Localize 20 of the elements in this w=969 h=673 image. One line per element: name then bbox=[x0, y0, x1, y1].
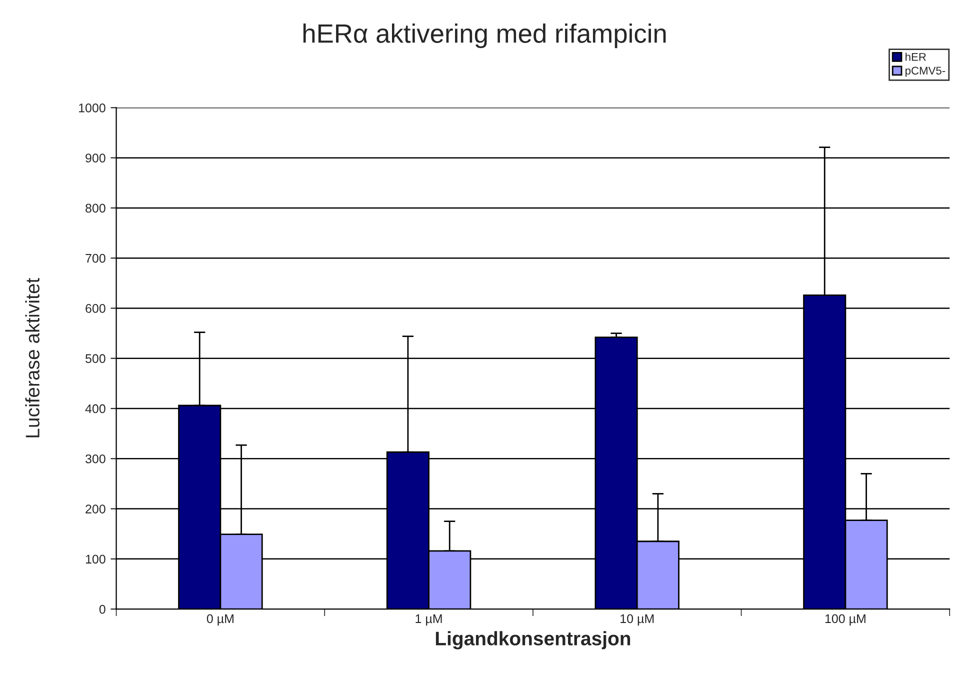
x-tick-label: 0 µM bbox=[206, 614, 234, 626]
y-tick-label: 200 bbox=[86, 504, 106, 514]
x-tick-label: 100 µM bbox=[825, 614, 866, 626]
y-axis-title: Luciferase aktivitet bbox=[25, 278, 40, 438]
legend-label: pCMV5- bbox=[906, 66, 946, 77]
y-tick-label: 0 bbox=[99, 604, 106, 614]
y-tick-label: 500 bbox=[86, 354, 106, 364]
chart-title: hERα aktivering med rifampicin bbox=[303, 24, 666, 48]
legend-label: hER bbox=[906, 52, 926, 61]
y-tick-label: 300 bbox=[85, 454, 106, 464]
x-tick-label: 10 µM bbox=[620, 614, 654, 626]
y-tick-label: 700 bbox=[86, 254, 106, 263]
y-tick-label: 800 bbox=[86, 204, 106, 213]
y-tick-label: 400 bbox=[85, 404, 106, 414]
y-tick-label: 900 bbox=[86, 154, 106, 162]
y-tick-label: 1000 bbox=[79, 103, 106, 112]
x-axis-title: Ligandkonsentrasjon bbox=[436, 631, 630, 650]
y-tick-label: 600 bbox=[86, 304, 106, 313]
x-tick-label: 1 µM bbox=[416, 614, 442, 626]
y-tick-label: 100 bbox=[86, 554, 106, 564]
